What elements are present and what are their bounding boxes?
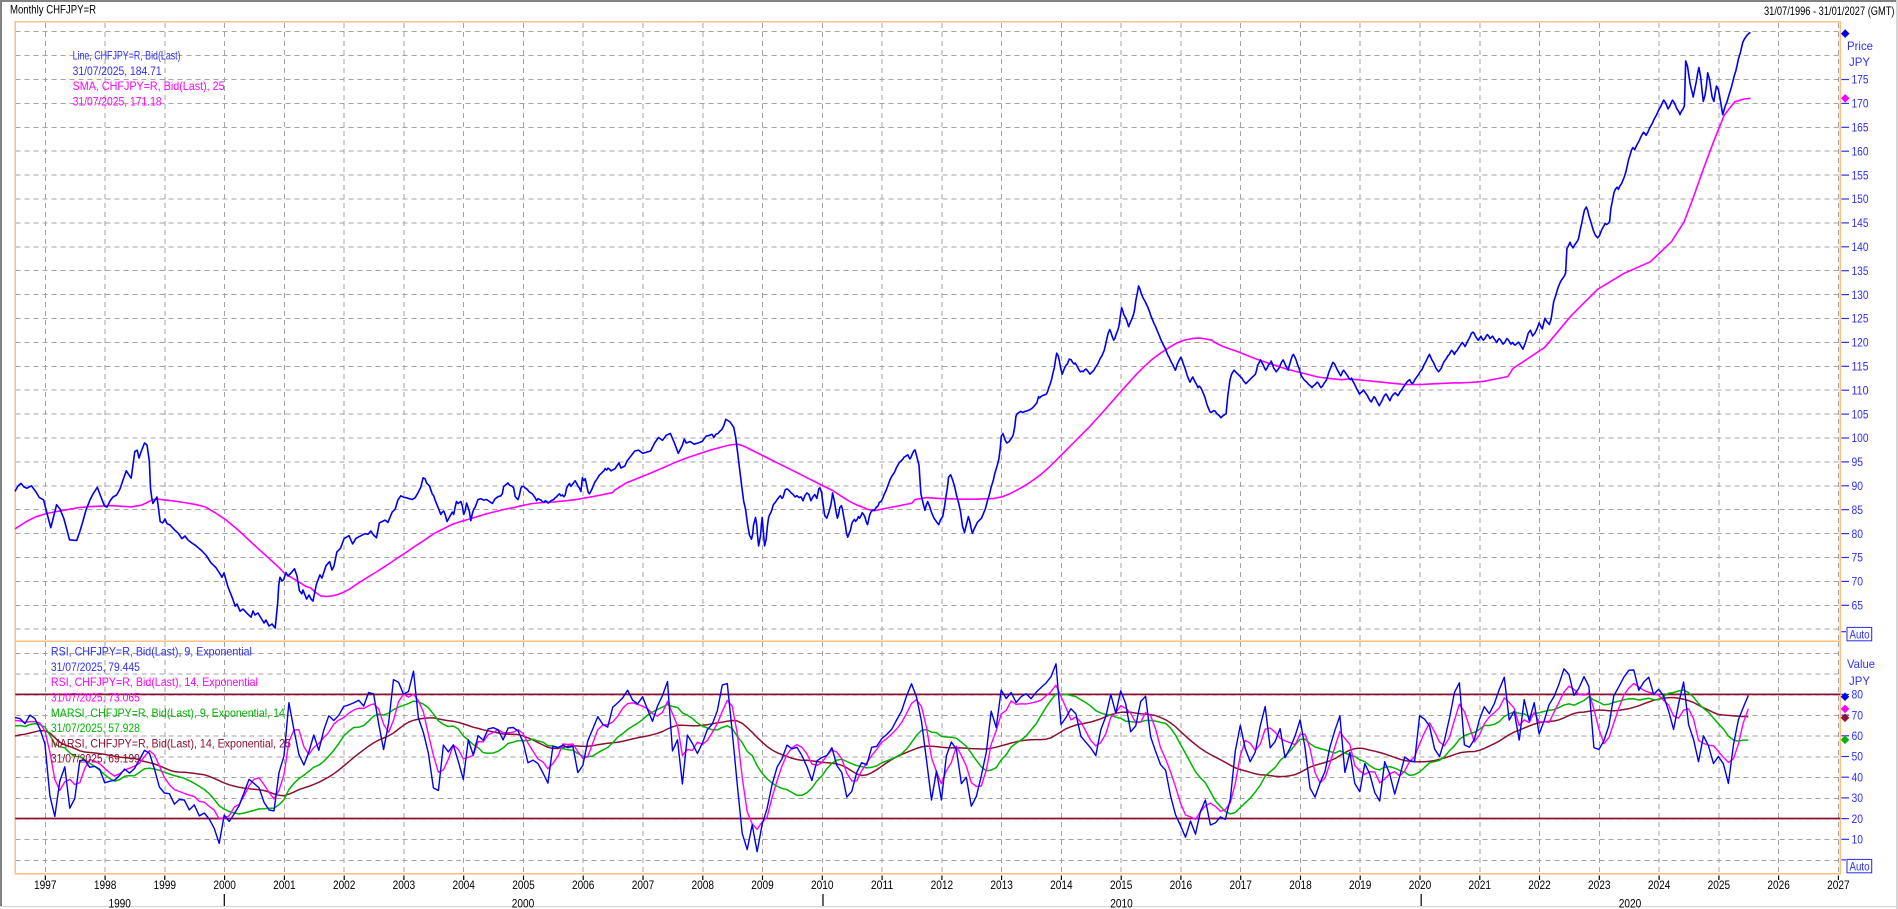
svg-text:31/07/2025, 184.71: 31/07/2025, 184.71	[73, 64, 162, 78]
svg-text:31/07/2025, 57.928: 31/07/2025, 57.928	[51, 721, 140, 735]
svg-text:150: 150	[1852, 192, 1869, 206]
svg-text:Line, CHFJPY=R, Bid(Last): Line, CHFJPY=R, Bid(Last)	[73, 49, 181, 63]
svg-text:31/07/2025, 73.065: 31/07/2025, 73.065	[51, 691, 140, 705]
svg-text:2026: 2026	[1767, 878, 1790, 892]
svg-text:30: 30	[1852, 791, 1864, 805]
svg-text:2010: 2010	[1110, 897, 1133, 909]
svg-text:40: 40	[1852, 770, 1864, 784]
svg-text:2003: 2003	[393, 878, 416, 892]
svg-text:115: 115	[1852, 360, 1869, 374]
svg-text:2021: 2021	[1469, 878, 1492, 892]
svg-text:2006: 2006	[572, 878, 595, 892]
svg-text:160: 160	[1852, 144, 1869, 158]
svg-text:70: 70	[1852, 575, 1864, 589]
svg-text:31/07/2025, 69.199: 31/07/2025, 69.199	[51, 752, 140, 766]
svg-text:2023: 2023	[1588, 878, 1611, 892]
svg-text:2008: 2008	[692, 878, 715, 892]
svg-text:2016: 2016	[1170, 878, 1193, 892]
svg-text:2001: 2001	[273, 878, 296, 892]
svg-text:1999: 1999	[154, 878, 177, 892]
svg-text:50: 50	[1852, 750, 1864, 764]
svg-text:MARSI, CHFJPY=R, Bid(Last), 1: MARSI, CHFJPY=R, Bid(Last), 14, Exponent…	[51, 736, 291, 750]
svg-text:Value: Value	[1847, 657, 1875, 671]
svg-text:JPY: JPY	[1849, 674, 1870, 688]
svg-text:2000: 2000	[213, 878, 236, 892]
svg-text:2000: 2000	[512, 897, 535, 909]
svg-text:31/07/1996 - 31/01/2027 (GMT): 31/07/1996 - 31/01/2027 (GMT)	[1764, 4, 1895, 18]
svg-text:135: 135	[1852, 264, 1869, 278]
svg-text:2025: 2025	[1708, 878, 1731, 892]
svg-text:Auto: Auto	[1850, 859, 1870, 873]
svg-text:RSI, CHFJPY=R, Bid(Last), 14,: RSI, CHFJPY=R, Bid(Last), 14, Exponentia…	[51, 675, 258, 689]
svg-text:2004: 2004	[452, 878, 475, 892]
svg-text:130: 130	[1852, 288, 1869, 302]
svg-text:Price: Price	[1847, 39, 1873, 53]
svg-text:80: 80	[1852, 527, 1864, 541]
svg-text:2012: 2012	[931, 878, 954, 892]
svg-text:70: 70	[1852, 708, 1864, 722]
svg-text:2005: 2005	[512, 878, 535, 892]
svg-text:125: 125	[1852, 312, 1869, 326]
svg-text:2017: 2017	[1229, 878, 1252, 892]
svg-text:2007: 2007	[632, 878, 655, 892]
svg-text:2024: 2024	[1648, 878, 1671, 892]
svg-text:2022: 2022	[1528, 878, 1551, 892]
svg-text:31/07/2025, 171.18: 31/07/2025, 171.18	[73, 94, 162, 108]
svg-text:100: 100	[1852, 431, 1869, 445]
svg-text:Auto: Auto	[1850, 627, 1870, 641]
svg-text:175: 175	[1852, 73, 1869, 87]
svg-text:SMA, CHFJPY=R, Bid(Last), 25: SMA, CHFJPY=R, Bid(Last), 25	[73, 79, 225, 93]
svg-text:2013: 2013	[990, 878, 1013, 892]
svg-text:1990: 1990	[108, 897, 131, 909]
svg-text:85: 85	[1852, 503, 1864, 517]
svg-text:1998: 1998	[94, 878, 117, 892]
svg-text:JPY: JPY	[1849, 55, 1870, 69]
svg-text:80: 80	[1852, 688, 1864, 702]
svg-text:2010: 2010	[811, 878, 834, 892]
svg-text:10: 10	[1852, 833, 1864, 847]
svg-text:1997: 1997	[34, 878, 57, 892]
svg-text:60: 60	[1852, 729, 1864, 743]
svg-text:2011: 2011	[871, 878, 894, 892]
svg-text:145: 145	[1852, 216, 1869, 230]
svg-text:31/07/2025, 79.445: 31/07/2025, 79.445	[51, 660, 140, 674]
svg-text:2020: 2020	[1619, 897, 1642, 909]
svg-text:RSI, CHFJPY=R, Bid(Last), 9,: RSI, CHFJPY=R, Bid(Last), 9, Exponential	[51, 645, 252, 659]
svg-text:95: 95	[1852, 455, 1864, 469]
svg-text:170: 170	[1852, 97, 1869, 111]
svg-text:2027: 2027	[1827, 878, 1850, 892]
svg-text:2014: 2014	[1050, 878, 1073, 892]
svg-text:2002: 2002	[333, 878, 356, 892]
svg-text:165: 165	[1852, 121, 1869, 135]
svg-text:2020: 2020	[1409, 878, 1432, 892]
svg-text:2019: 2019	[1349, 878, 1372, 892]
svg-text:Monthly CHFJPY=R: Monthly CHFJPY=R	[10, 3, 96, 17]
svg-text:20: 20	[1852, 812, 1864, 826]
svg-text:2009: 2009	[751, 878, 774, 892]
svg-text:MARSI, CHFJPY=R, Bid(Last), 9: MARSI, CHFJPY=R, Bid(Last), 9, Exponenti…	[51, 706, 285, 720]
svg-text:65: 65	[1852, 599, 1864, 613]
svg-text:110: 110	[1852, 383, 1869, 397]
svg-text:155: 155	[1852, 168, 1869, 182]
svg-text:90: 90	[1852, 479, 1864, 493]
svg-text:2015: 2015	[1110, 878, 1133, 892]
svg-text:2018: 2018	[1289, 878, 1312, 892]
svg-text:75: 75	[1852, 551, 1864, 565]
svg-text:105: 105	[1852, 407, 1869, 421]
svg-text:120: 120	[1852, 336, 1869, 350]
svg-text:140: 140	[1852, 240, 1869, 254]
